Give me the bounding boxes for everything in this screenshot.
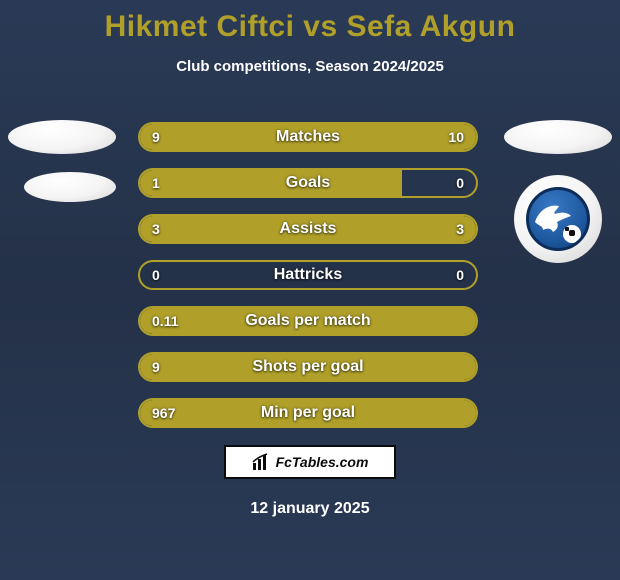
page-title: Hikmet Ciftci vs Sefa Akgun xyxy=(0,0,620,44)
comparison-bars: 910Matches10Goals33Assists00Hattricks0.1… xyxy=(138,122,478,444)
stat-row: 910Matches xyxy=(138,122,478,152)
stat-row: 33Assists xyxy=(138,214,478,244)
stat-row: 967Min per goal xyxy=(138,398,478,428)
content: Hikmet Ciftci vs Sefa Akgun Club competi… xyxy=(0,0,620,580)
subtitle: Club competitions, Season 2024/2025 xyxy=(0,58,620,75)
stat-left-fill xyxy=(140,400,476,426)
stat-right-value: 10 xyxy=(448,129,464,145)
stat-right-value: 0 xyxy=(456,175,464,191)
footer-brand-text: FcTables.com xyxy=(276,454,369,470)
date-text: 12 january 2025 xyxy=(0,500,620,518)
right-team-badge xyxy=(514,175,602,263)
stat-left-value: 9 xyxy=(152,359,160,375)
stat-left-value: 9 xyxy=(152,129,160,145)
stat-left-value: 0 xyxy=(152,267,160,283)
stat-left-fill xyxy=(140,124,298,150)
ellipse-icon xyxy=(8,120,116,154)
stat-right-value: 3 xyxy=(456,221,464,237)
stat-left-value: 3 xyxy=(152,221,160,237)
stat-row: 0 0Hattricks xyxy=(138,260,478,290)
ellipse-icon xyxy=(504,120,612,154)
stat-row: 10Goals xyxy=(138,168,478,198)
stat-right-fill xyxy=(308,216,476,242)
left-team-logo-placeholder-2 xyxy=(24,172,116,202)
stat-row: 0.11Goals per match xyxy=(138,306,478,336)
stat-left-fill xyxy=(140,308,476,334)
bar-chart-icon xyxy=(252,453,270,471)
right-team-logo-placeholder xyxy=(504,120,612,154)
stat-left-fill xyxy=(140,170,402,196)
stat-left-value: 967 xyxy=(152,405,175,421)
stat-left-value: 1 xyxy=(152,175,160,191)
ellipse-icon xyxy=(24,172,116,202)
erzurumspor-crest-icon xyxy=(526,187,590,251)
soccer-ball-icon xyxy=(563,225,581,243)
stat-left-fill xyxy=(140,354,476,380)
footer-brand-badge: FcTables.com xyxy=(224,445,396,479)
stat-left-value: 0.11 xyxy=(152,313,178,329)
stat-left-fill xyxy=(140,216,308,242)
stat-label: Hattricks xyxy=(140,266,476,284)
left-team-logo-placeholder xyxy=(8,120,116,154)
stat-row: 9Shots per goal xyxy=(138,352,478,382)
stat-right-value: 0 xyxy=(456,267,464,283)
